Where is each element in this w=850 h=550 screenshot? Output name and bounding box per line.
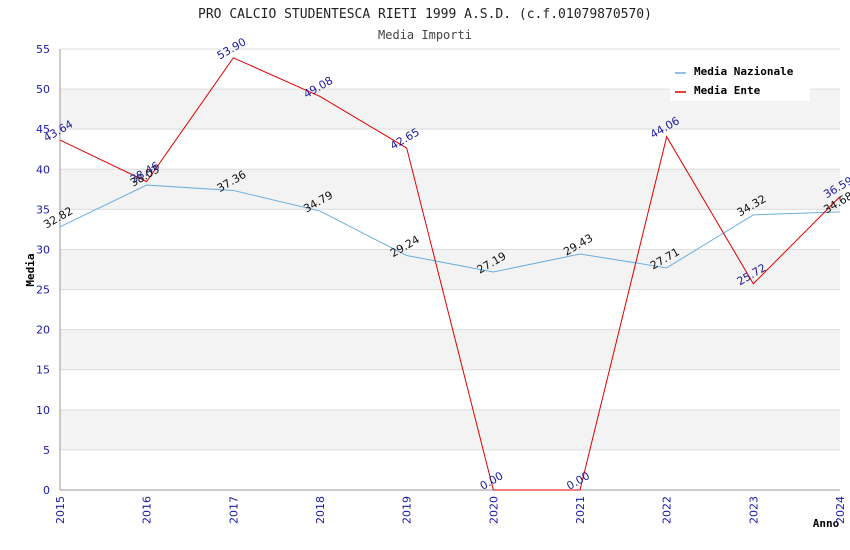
x-tick-labels: 2015 2016 2017 2018 2019 2020 2021 2022 2023 2024 (54, 496, 847, 524)
plot-band (60, 129, 840, 170)
plot-band (60, 249, 840, 290)
x-tick-label: 2018 (314, 496, 327, 524)
series-lines (59, 57, 841, 491)
x-tick-label: 2021 (574, 496, 587, 524)
series-line-media-ente (59, 57, 841, 491)
legend: Media Nazionale Media Ente (670, 60, 810, 101)
legend-label-media-ente: Media Ente (694, 84, 761, 97)
y-tick-label: 25 (36, 284, 50, 297)
x-axis-label: Anno (813, 517, 840, 530)
y-tick-label: 30 (36, 243, 50, 256)
plot-band (60, 329, 840, 370)
legend-box (670, 60, 810, 101)
plot-band (60, 449, 840, 490)
y-axis-label: Media (24, 253, 37, 286)
x-tick-label: 2024 (834, 496, 847, 524)
y-tick-labels: 0 5 10 15 20 25 30 35 40 45 50 55 (36, 43, 50, 497)
x-tick-label: 2019 (401, 496, 414, 524)
y-tick-label: 45 (36, 123, 50, 136)
x-tick-label: 2023 (747, 496, 760, 524)
chart-subtitle: Media Importi (378, 28, 472, 42)
y-tick-label: 40 (36, 163, 50, 176)
chart-title: PRO CALCIO STUDENTESCA RIETI 1999 A.S.D.… (198, 7, 652, 22)
y-tick-label: 50 (36, 83, 50, 96)
y-tick-label: 35 (36, 203, 50, 216)
plot-band (60, 169, 840, 210)
x-tick-label: 2015 (54, 496, 67, 524)
y-tick-label: 0 (43, 484, 50, 497)
y-tick-label: 5 (43, 444, 50, 457)
y-tick-label: 10 (36, 404, 50, 417)
plot-band (60, 289, 840, 330)
plot-band (60, 409, 840, 450)
plot-band (60, 369, 840, 410)
legend-label-media-nazionale: Media Nazionale (694, 65, 794, 78)
x-tick-label: 2022 (661, 496, 674, 524)
y-tick-label: 20 (36, 324, 50, 337)
x-tick-label: 2020 (487, 496, 500, 524)
x-tick-label: 2016 (141, 496, 154, 524)
y-tick-label: 55 (36, 43, 50, 56)
x-tick-label: 2017 (227, 496, 240, 524)
series-line-media-nazionale (59, 184, 841, 273)
plot-bands (60, 49, 840, 490)
y-tick-label: 15 (36, 364, 50, 377)
plot-band (60, 209, 840, 250)
